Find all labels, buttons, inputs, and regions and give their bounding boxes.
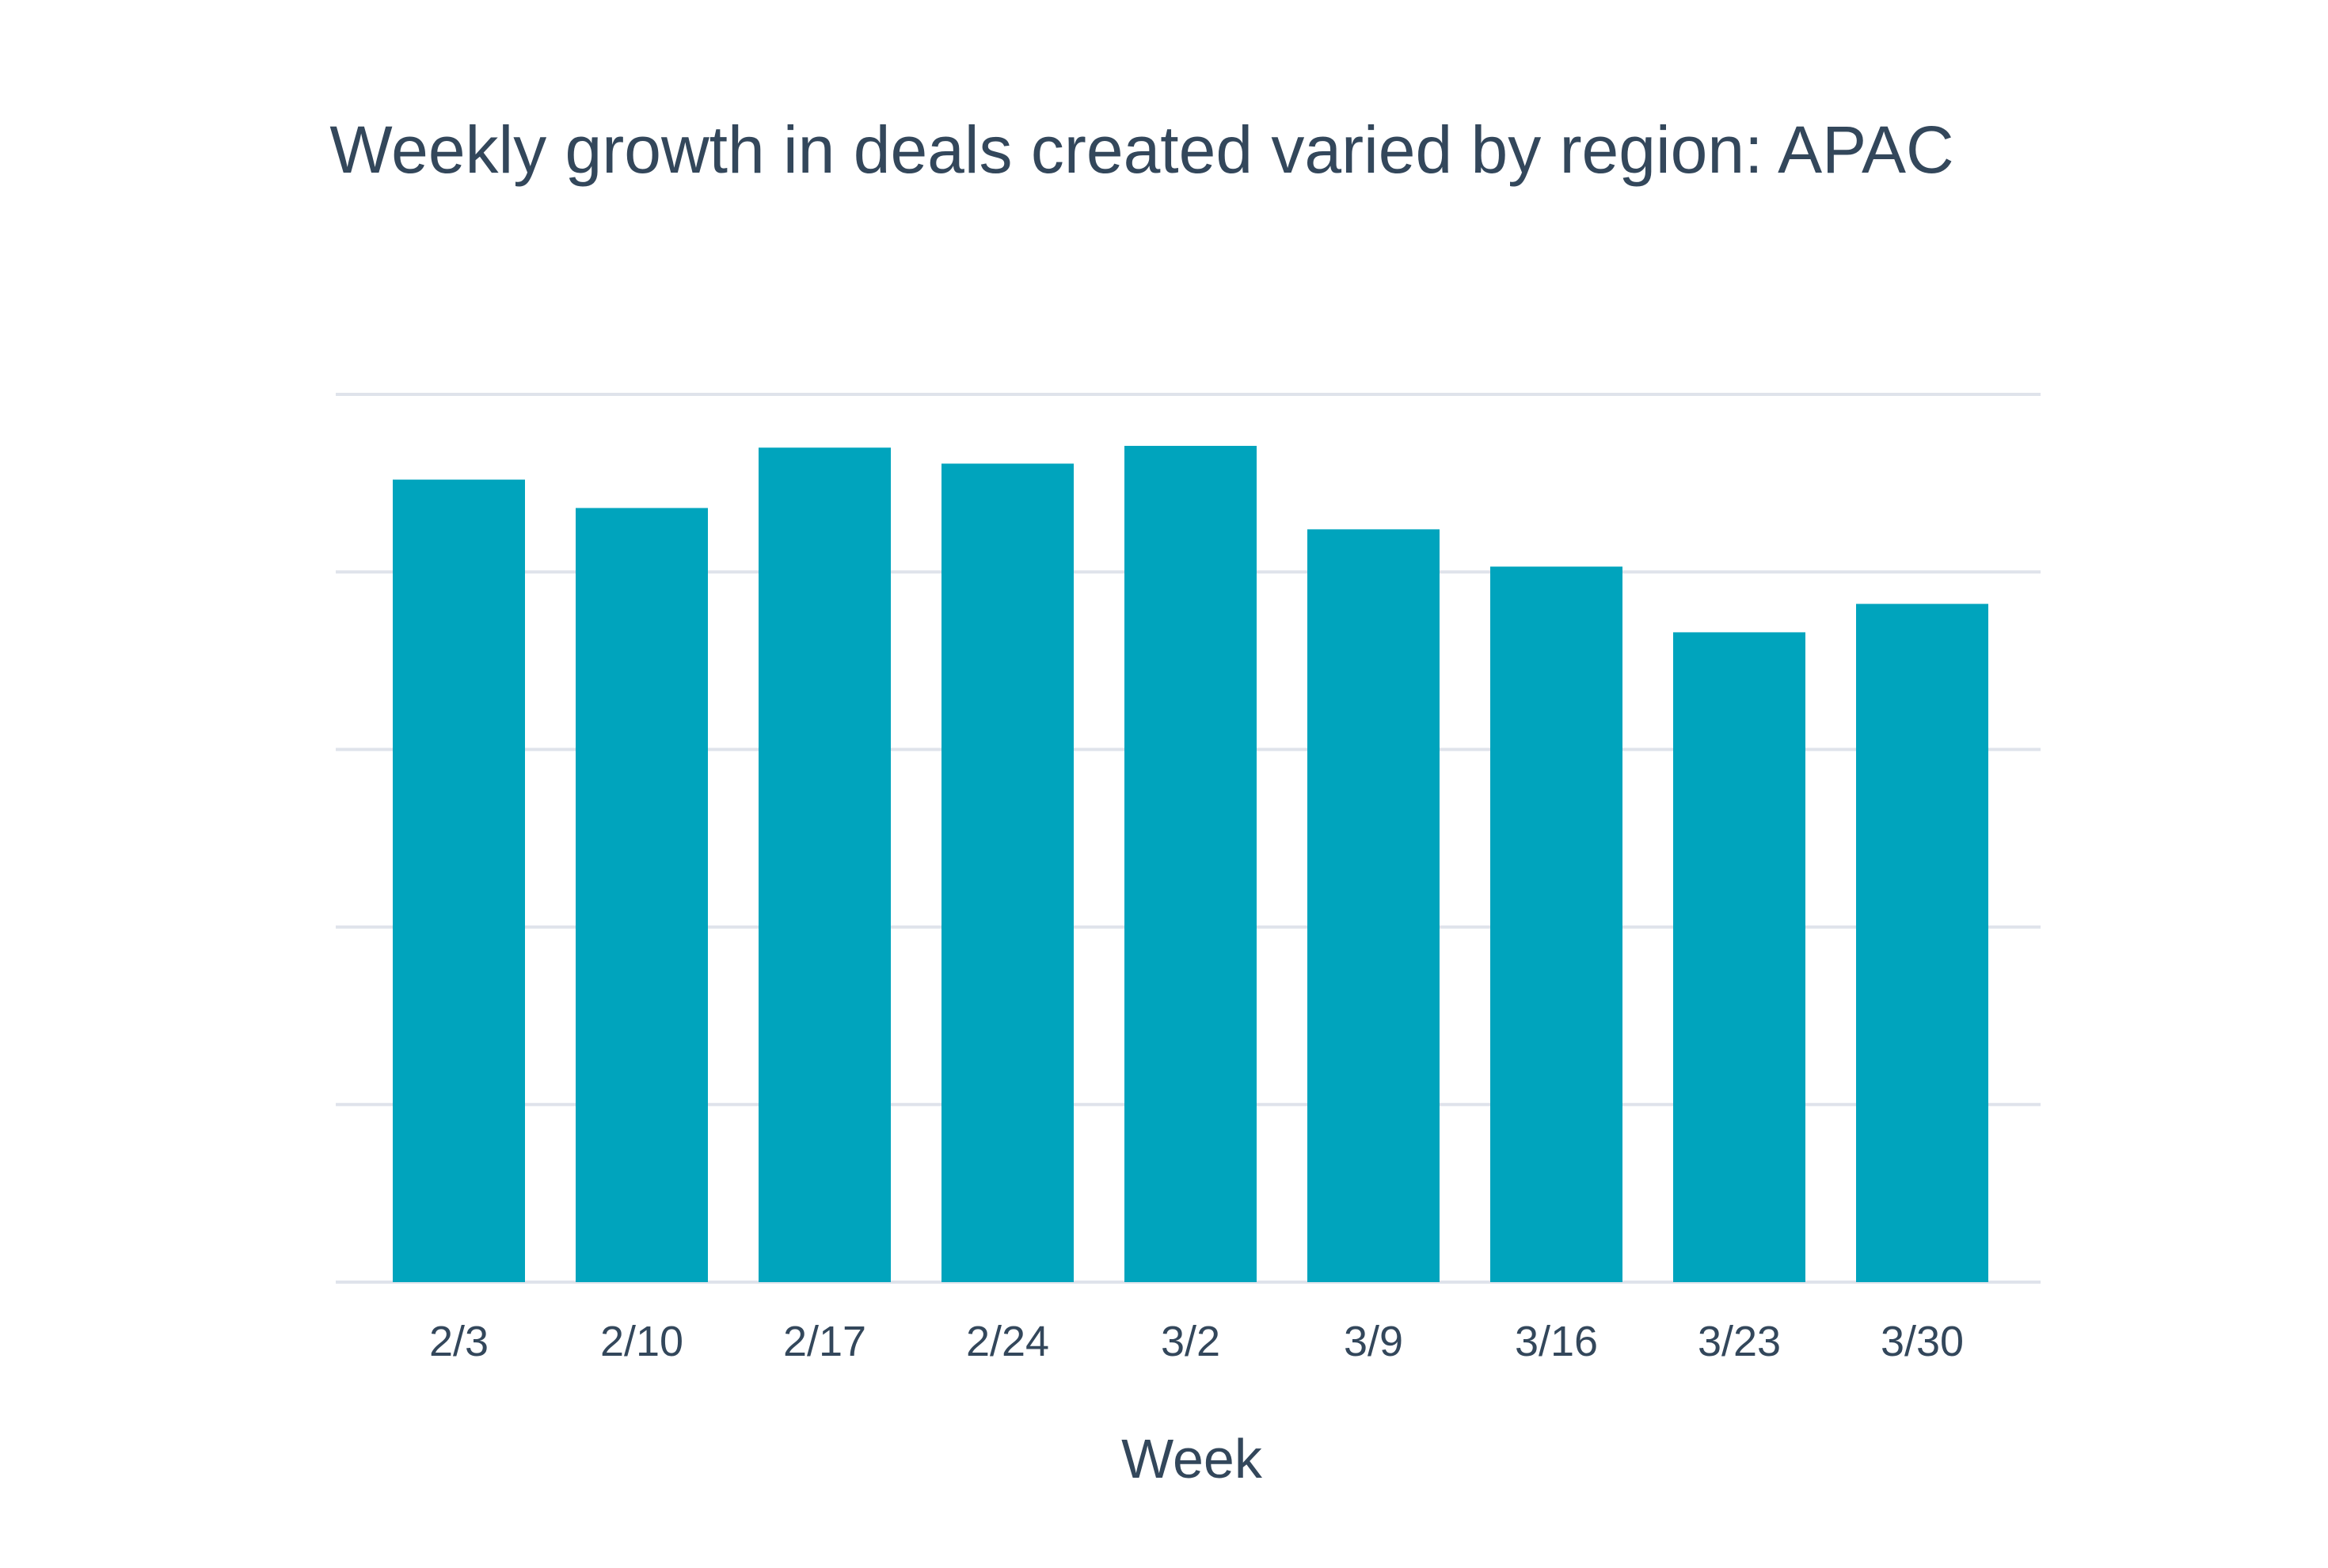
bar-3-30 xyxy=(1856,603,1988,1282)
bar-3-16 xyxy=(1490,566,1622,1282)
x-tick-label: 2/3 xyxy=(429,1318,489,1365)
bar-3-9 xyxy=(1307,529,1440,1282)
x-tick-labels: 2/3 2/10 2/17 2/24 3/2 3/9 3/16 3/23 3/30 xyxy=(429,1318,1964,1365)
x-tick-label: 2/17 xyxy=(783,1318,866,1365)
bar-3-2 xyxy=(1124,446,1257,1282)
chart-title: Weekly growth in deals created varied by… xyxy=(329,112,1953,187)
bar-2-10 xyxy=(576,508,708,1282)
bars xyxy=(393,446,1988,1282)
bar-2-24 xyxy=(941,463,1074,1282)
x-tick-label: 2/24 xyxy=(966,1318,1049,1365)
bar-3-23 xyxy=(1673,632,1805,1282)
x-axis-label: Week xyxy=(1121,1428,1263,1490)
bar-2-3 xyxy=(393,479,525,1282)
x-tick-label: 2/10 xyxy=(600,1318,683,1365)
x-tick-label: 3/23 xyxy=(1698,1318,1781,1365)
x-tick-label: 3/16 xyxy=(1515,1318,1598,1365)
x-tick-label: 3/2 xyxy=(1161,1318,1220,1365)
bar-2-17 xyxy=(759,447,891,1282)
x-tick-label: 3/30 xyxy=(1881,1318,1964,1365)
x-tick-label: 3/9 xyxy=(1344,1318,1403,1365)
